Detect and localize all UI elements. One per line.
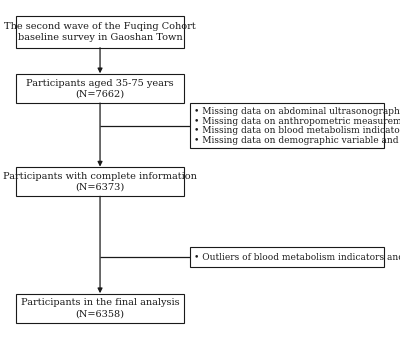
Bar [16, 74, 184, 103]
Bar [16, 167, 184, 196]
Text: • Missing data on blood metabolism indicators  (N=98): • Missing data on blood metabolism indic… [194, 126, 400, 135]
Text: baseline survey in Gaoshan Town: baseline survey in Gaoshan Town [18, 33, 182, 41]
Text: (N=6373): (N=6373) [76, 183, 125, 191]
Text: Participants with complete information: Participants with complete information [3, 172, 197, 181]
Bar [190, 103, 384, 148]
Text: Participants in the final analysis: Participants in the final analysis [21, 299, 179, 307]
Text: • Missing data on abdominal ultrasonography (N=498): • Missing data on abdominal ultrasonogra… [194, 107, 400, 116]
Bar [190, 247, 384, 267]
Text: • Missing data on demographic variable and lifestyles  (N=554): • Missing data on demographic variable a… [194, 136, 400, 145]
Text: The second wave of the Fuqing Cohort: The second wave of the Fuqing Cohort [4, 22, 196, 31]
Text: (N=6358): (N=6358) [76, 309, 124, 318]
Bar [16, 16, 184, 48]
Text: • Outliers of blood metabolism indicators and anthropometric measurement data (N: • Outliers of blood metabolism indicator… [194, 252, 400, 261]
Text: Participants aged 35-75 years: Participants aged 35-75 years [26, 79, 174, 87]
Text: (N=7662): (N=7662) [76, 89, 125, 98]
Text: • Missing data on anthropometric measurement  (N=139): • Missing data on anthropometric measure… [194, 117, 400, 125]
Bar [16, 294, 184, 323]
